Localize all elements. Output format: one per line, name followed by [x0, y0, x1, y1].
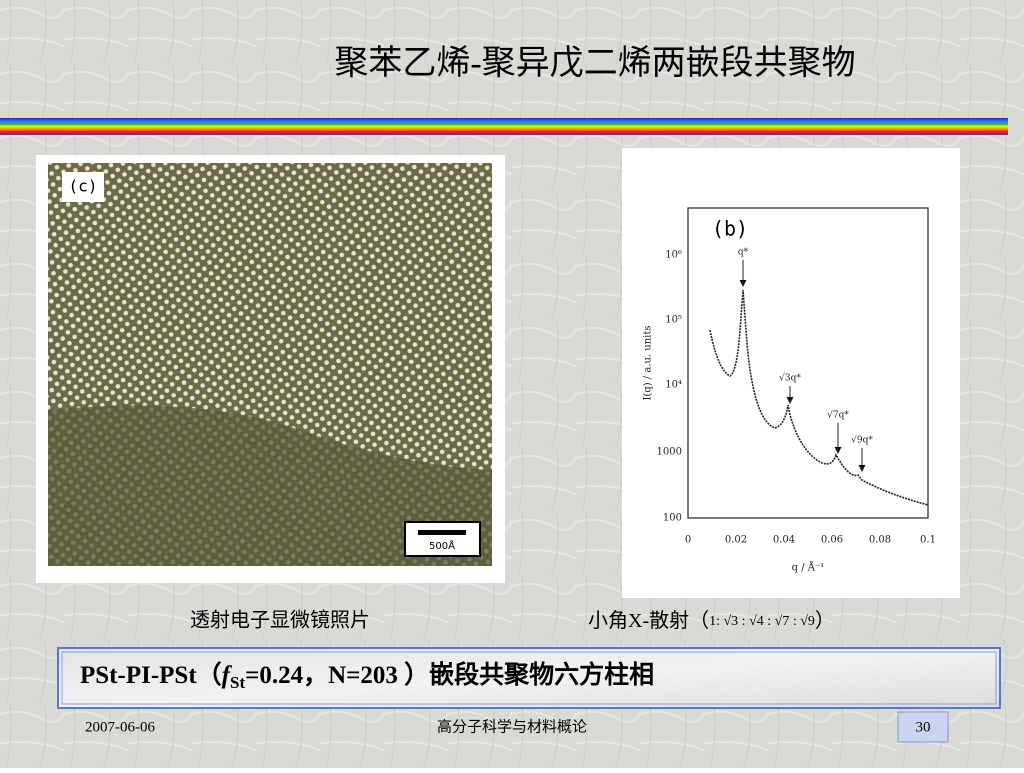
y-tick-label: 1000	[657, 447, 682, 458]
x-tick-label: 0	[685, 535, 691, 546]
rainbow-bar	[0, 118, 1008, 135]
plot-frame	[622, 148, 960, 598]
caption-ratio: 1: √3 : √4 : √7 : √9	[709, 614, 815, 629]
panel-label: (b)	[712, 217, 748, 241]
summary-prefix: PSt-PI-PSt（	[80, 660, 222, 689]
peak-arrows	[739, 260, 866, 473]
y-tick-label: 10⁶	[665, 250, 682, 261]
summary-suffix: =0.24，N=203 ）嵌段共聚物六方柱相	[245, 660, 654, 689]
tem-shade	[48, 405, 492, 566]
scale-bar	[418, 530, 466, 535]
scale-bar-box	[404, 521, 481, 557]
x-tick-label: 0.02	[725, 535, 747, 546]
footer-date: 2007-06-06	[85, 719, 155, 735]
y-tick-label: 10⁵	[665, 315, 682, 326]
x-tick-label: 0.06	[821, 535, 843, 546]
x-axis-label: q / Å⁻¹	[792, 562, 825, 574]
x-tick-label: 0.08	[869, 535, 891, 546]
peak-label: √7q*	[827, 410, 849, 421]
caption-end: ）	[815, 609, 835, 632]
y-tick-label: 10⁴	[665, 380, 682, 391]
caption: 透射电子显微镜照片	[190, 609, 370, 632]
scale-bar-label: 500Å	[429, 539, 455, 552]
caption-main: 小角X-散射（	[588, 609, 709, 632]
slide-title: 聚苯乙烯-聚异戊二烯两嵌段共聚物	[334, 44, 855, 82]
footer-course: 高分子科学与材料概论	[437, 718, 587, 735]
peak-label: √3q*	[779, 373, 801, 384]
plot-axes	[687, 207, 929, 519]
y-axis-label: I(q) / a.u. units	[643, 325, 654, 400]
scattering-curve	[709, 289, 929, 506]
summary-box-inner	[61, 651, 997, 705]
summary-text: PSt-PI-PSt（fSt=0.24，N=203 ）嵌段共聚物六方柱相	[80, 660, 654, 692]
y-tick-label: 100	[663, 513, 682, 524]
page-number: 30	[916, 719, 931, 735]
summary-subscript: St	[230, 673, 245, 692]
caption: 小角X-散射（1: √3 : √4 : √7 : √9）	[588, 609, 835, 632]
peak-label: q*	[738, 248, 749, 258]
page-number-box	[897, 711, 949, 743]
peak-label: √9q*	[851, 435, 873, 446]
panel-label: (c)	[69, 177, 98, 196]
x-tick-label: 0.04	[773, 535, 795, 546]
x-tick-label: 0.1	[920, 535, 936, 546]
summary-box	[57, 647, 1001, 709]
summary-symbol: f	[222, 662, 233, 689]
panel-label-bg	[62, 172, 104, 202]
